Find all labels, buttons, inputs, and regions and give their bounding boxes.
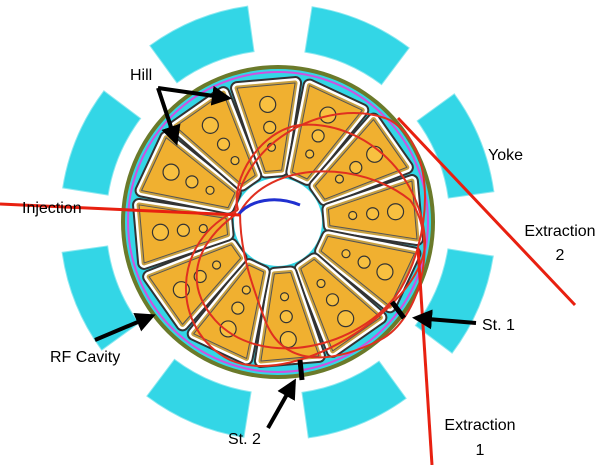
hill-hole (311, 129, 325, 143)
extraction-2-line (396, 116, 577, 307)
hill-hole (151, 223, 170, 241)
hill-hole (185, 175, 199, 189)
label: 1 (476, 442, 485, 459)
hill-hole (376, 263, 394, 281)
arrow (156, 87, 181, 146)
septa (297, 300, 406, 381)
orbit (195, 112, 426, 350)
hill-hole (263, 120, 277, 134)
hill-hole (198, 223, 208, 234)
yoke-block (61, 245, 140, 351)
yoke-block (304, 6, 410, 86)
yoke-block (146, 358, 252, 438)
septum-2 (297, 359, 305, 381)
label: Extraction (444, 417, 515, 434)
yoke-block (62, 90, 142, 196)
label: St. 1 (482, 317, 515, 334)
injection-line (0, 202, 241, 217)
hill-hole (205, 185, 215, 195)
hill-hole (162, 163, 180, 181)
hill-hole (357, 255, 371, 269)
arrow (94, 312, 156, 342)
label: St. 2 (228, 431, 261, 448)
hill-hole (211, 260, 222, 270)
label: RF Cavity (50, 349, 120, 366)
arrow (266, 378, 296, 429)
hill-hole (241, 285, 251, 295)
yoke-block (301, 360, 407, 439)
septum-1 (390, 300, 406, 320)
label: Yoke (488, 147, 523, 164)
hill-hole (216, 137, 231, 151)
center-hole (234, 178, 322, 266)
label: Extraction (524, 223, 595, 240)
hill-hole (279, 292, 290, 302)
beam-lines (0, 116, 577, 465)
label: Hill (130, 67, 152, 84)
hill-hole (325, 293, 340, 307)
hill-hole (316, 278, 326, 289)
hill-hole (366, 207, 380, 221)
hill-hole (176, 223, 190, 237)
injection-orbit (236, 198, 301, 216)
hill-hole (279, 310, 293, 324)
hill-hole (201, 116, 219, 134)
hill-hole (230, 155, 240, 166)
label: Injection (22, 200, 82, 217)
arrow (157, 85, 232, 106)
arrows (94, 85, 477, 429)
yoke-block (149, 5, 255, 84)
hill-hole (305, 149, 315, 159)
yoke-block (414, 248, 494, 354)
yoke-blocks (61, 5, 495, 439)
hill-hole (349, 160, 363, 175)
label: 2 (556, 247, 565, 264)
hill-hole (348, 210, 358, 221)
hill-hole (219, 320, 237, 338)
orbit-circle (127, 71, 429, 373)
hill-hole (231, 301, 245, 315)
hill-hole (341, 249, 351, 259)
extraction-1-line (416, 247, 434, 465)
hill-hole (337, 310, 355, 328)
hill-hole (366, 145, 384, 163)
hill-hole (386, 203, 405, 221)
orbit (239, 170, 426, 359)
arrow (412, 309, 477, 330)
hill-hole (334, 174, 345, 184)
hill-hole (259, 95, 277, 114)
yoke-block (416, 93, 495, 199)
